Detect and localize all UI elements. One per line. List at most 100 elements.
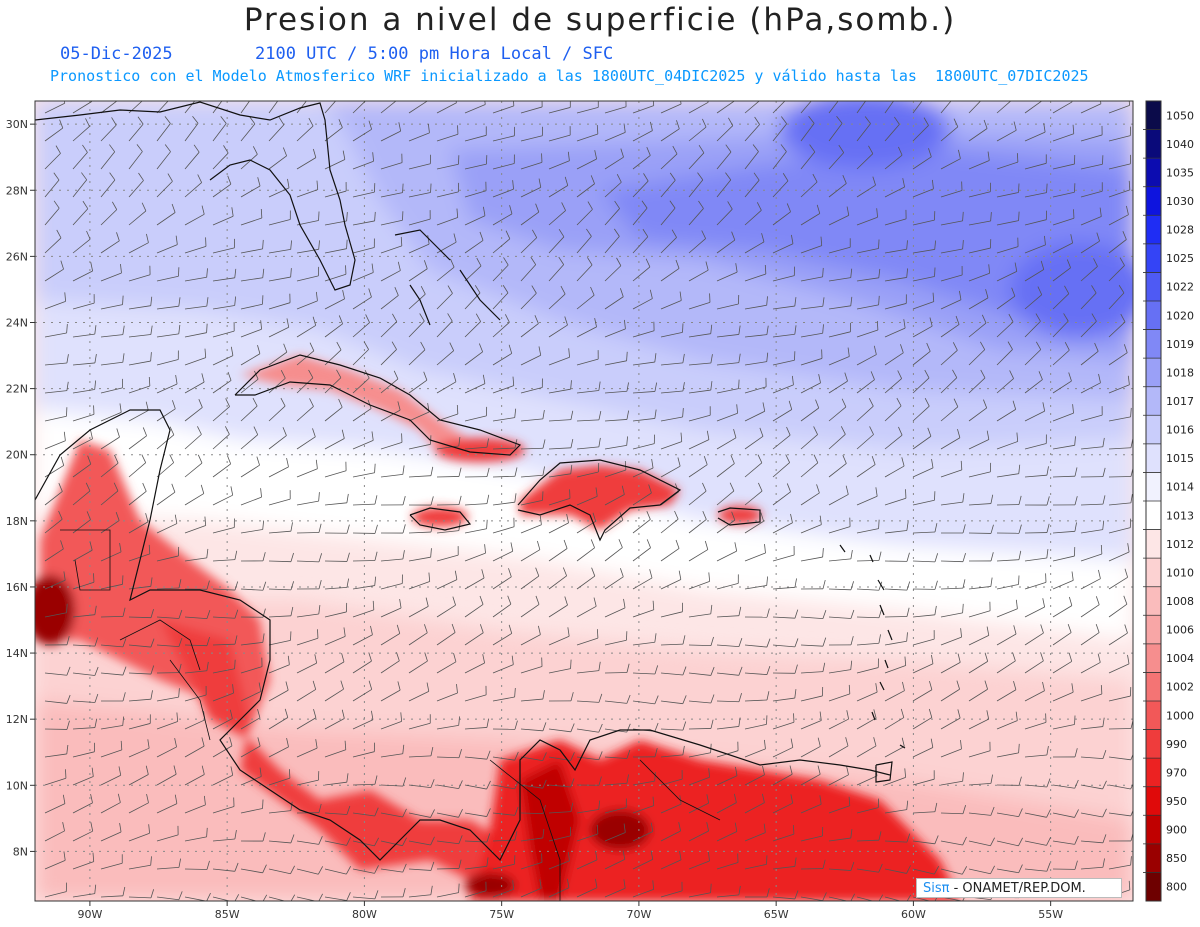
wind-barb bbox=[548, 229, 565, 254]
wind-barb bbox=[156, 546, 180, 562]
wind-barb bbox=[156, 712, 179, 730]
wind-barb bbox=[1080, 596, 1100, 618]
wind-barb bbox=[156, 579, 182, 590]
wind-barb bbox=[912, 580, 938, 590]
wind-barb bbox=[800, 686, 824, 702]
wind-barb bbox=[632, 289, 653, 310]
wind-barb bbox=[828, 372, 848, 394]
wind-barb bbox=[492, 595, 512, 618]
wind-barb bbox=[660, 323, 684, 338]
wind-barb bbox=[44, 744, 69, 758]
wind-barb bbox=[268, 522, 293, 534]
wind-barb bbox=[184, 661, 209, 674]
wind-barb bbox=[968, 239, 992, 254]
wind-barb bbox=[884, 294, 907, 310]
wind-barb bbox=[716, 117, 734, 142]
wind-barb bbox=[772, 638, 799, 648]
wind-barb bbox=[324, 865, 352, 875]
colorbar-label: 1004 bbox=[1166, 652, 1194, 665]
wind-barb bbox=[576, 850, 598, 870]
wind-barb bbox=[688, 822, 709, 842]
wind-barb bbox=[1052, 124, 1075, 142]
wind-barb bbox=[716, 144, 732, 170]
colorbar-label: 1030 bbox=[1166, 195, 1194, 208]
wind-barb bbox=[296, 266, 320, 282]
wind-barb bbox=[548, 723, 575, 733]
wind-barb bbox=[156, 638, 183, 648]
wind-barb bbox=[100, 607, 126, 618]
wind-barb bbox=[1080, 437, 1105, 450]
wind-barb bbox=[296, 148, 317, 170]
wind-barb bbox=[800, 484, 820, 506]
wind-barb bbox=[44, 145, 61, 170]
wind-barb bbox=[1108, 856, 1132, 870]
wind-barb bbox=[548, 438, 574, 450]
wind-barb bbox=[520, 491, 544, 506]
wind-barb bbox=[520, 178, 542, 198]
wind-barb bbox=[380, 863, 407, 873]
wind-barb bbox=[72, 429, 93, 450]
colorbar-swatch bbox=[1146, 243, 1161, 273]
wind-barb bbox=[688, 572, 711, 590]
wind-barb bbox=[352, 652, 372, 674]
wind-barb bbox=[1024, 210, 1047, 226]
wind-barb bbox=[604, 631, 628, 646]
wind-barb bbox=[520, 540, 541, 562]
wind-barb bbox=[100, 638, 127, 648]
wind-barb bbox=[688, 510, 707, 534]
wind-barb bbox=[660, 483, 680, 506]
wind-barb bbox=[352, 775, 378, 786]
wind-barb bbox=[548, 878, 570, 898]
credit-text: - ONAMET/REP.DOM. bbox=[949, 881, 1086, 896]
colorbar-label: 1002 bbox=[1166, 681, 1194, 694]
wind-barb bbox=[464, 231, 484, 254]
wind-barb bbox=[492, 806, 519, 816]
wind-barb bbox=[1080, 569, 1101, 590]
wind-barb bbox=[884, 397, 902, 422]
wind-barb bbox=[1024, 286, 1043, 310]
wind-barb bbox=[352, 101, 366, 114]
wind-barb bbox=[996, 262, 1018, 282]
wind-barb bbox=[660, 745, 685, 758]
wind-barb bbox=[464, 494, 490, 506]
wind-barb bbox=[604, 460, 627, 478]
wind-barb bbox=[352, 625, 373, 646]
wind-barb bbox=[856, 519, 880, 534]
wind-barb bbox=[72, 101, 93, 114]
wind-barb bbox=[772, 400, 793, 422]
wind-barb bbox=[184, 765, 205, 786]
wind-barb bbox=[604, 568, 624, 590]
wind-barb bbox=[884, 426, 903, 450]
wind-barb bbox=[44, 483, 63, 506]
wind-barb bbox=[800, 795, 822, 814]
wind-barb bbox=[828, 549, 853, 562]
wind-barb bbox=[660, 822, 681, 842]
wind-barb bbox=[1024, 154, 1047, 170]
wind-barb bbox=[632, 146, 651, 170]
wind-barb bbox=[296, 211, 320, 226]
wind-barb bbox=[520, 409, 545, 422]
wind-barb bbox=[576, 350, 599, 366]
wind-barb bbox=[940, 290, 962, 310]
wind-barb bbox=[240, 737, 261, 758]
wind-barb bbox=[184, 610, 211, 620]
wind-barb bbox=[492, 493, 517, 506]
wind-barb bbox=[604, 723, 631, 733]
wind-barb bbox=[828, 206, 850, 226]
wind-barb bbox=[688, 118, 707, 142]
wind-barb bbox=[968, 369, 986, 394]
wind-barb bbox=[520, 101, 543, 114]
wind-barb bbox=[464, 467, 490, 478]
wind-barb bbox=[968, 710, 990, 730]
wind-barb bbox=[72, 200, 89, 226]
colorbar-label: 1013 bbox=[1166, 509, 1194, 522]
wind-barb bbox=[296, 654, 318, 674]
wind-barb bbox=[324, 773, 349, 786]
low-pressure-areas bbox=[35, 355, 960, 901]
wind-barb bbox=[436, 373, 457, 394]
wind-barb bbox=[268, 894, 296, 901]
wind-barb bbox=[324, 398, 343, 422]
wind-barb bbox=[688, 540, 709, 562]
wind-barb bbox=[1024, 713, 1047, 730]
